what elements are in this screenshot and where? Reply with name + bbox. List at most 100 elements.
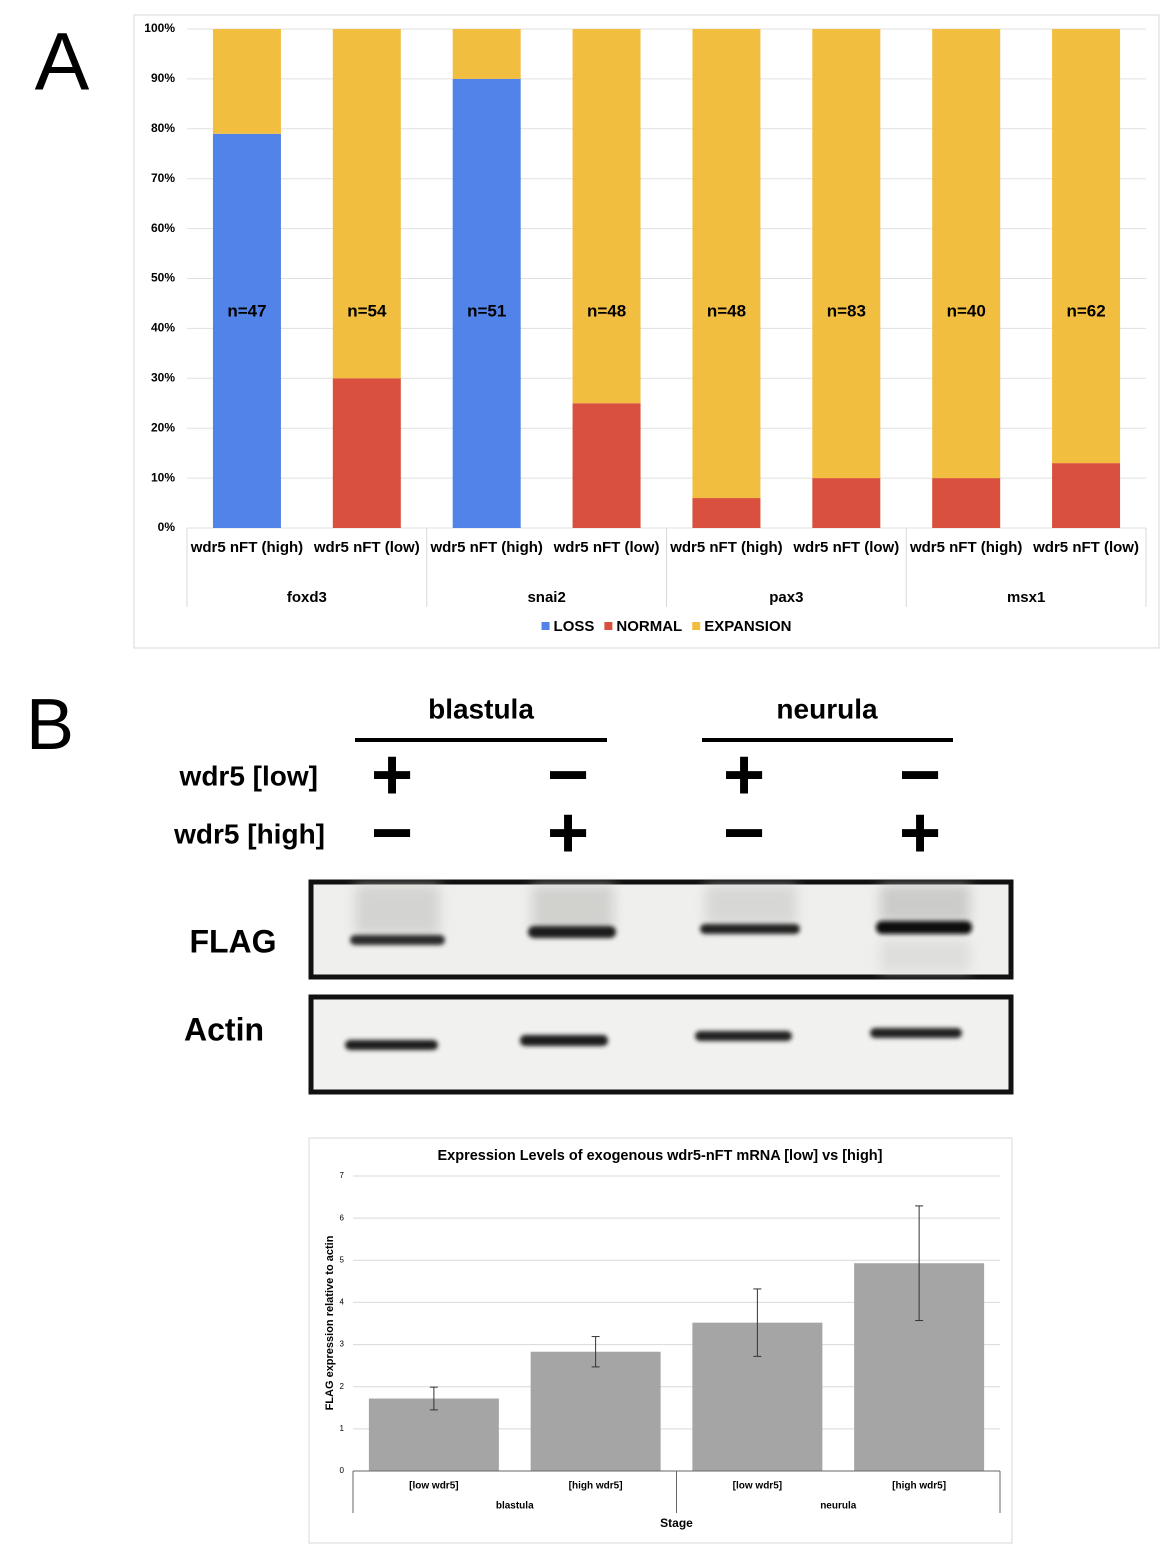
x-tick-label-box: wdr5 nFT (low) <box>793 539 900 556</box>
condition-sign: − <box>723 793 765 873</box>
condition-label: wdr5 [low] <box>179 760 318 791</box>
x-tick-label: [high wdr5] <box>892 1481 946 1492</box>
x-tick-label: wdr5 nFT (high) <box>909 539 1023 556</box>
x-tick-label: wdr5 nFT (low) <box>793 539 900 556</box>
x-tick-label-box: wdr5 nFT (high) <box>190 539 304 556</box>
y-tick-label: 40% <box>151 321 175 335</box>
legend-label: EXPANSION <box>704 618 791 635</box>
condition-sign: + <box>547 793 589 873</box>
y-axis-label: FLAG expression relative to actin <box>324 1235 336 1410</box>
condition-label: wdr5 [high] <box>173 818 325 849</box>
y-tick-label: 90% <box>151 71 175 85</box>
error-bar <box>753 1288 762 1357</box>
y-tick-label: 100% <box>144 21 175 35</box>
legend-swatch <box>541 622 550 630</box>
annotation: n=48 <box>707 301 746 320</box>
y-tick-label: 6 <box>340 1213 345 1222</box>
chart-b-frame <box>308 1137 1013 1544</box>
condition-sign: − <box>547 735 589 815</box>
stage-label: blastula <box>428 693 534 724</box>
legend-label: NORMAL <box>616 618 682 635</box>
x-tick-label: wdr5 nFT (high) <box>430 539 543 556</box>
annotation: n=54 <box>347 301 387 320</box>
bar-segment <box>692 29 761 499</box>
x-tick-label-box: wdr5 nFT (high) <box>430 539 543 556</box>
bar-segment <box>452 29 521 79</box>
group-label: pax3 <box>769 589 803 606</box>
y-tick-label: 5 <box>340 1255 345 1264</box>
group-label: neurula <box>820 1501 857 1512</box>
bar-segment <box>332 29 401 379</box>
x-tick-label: wdr5 nFT (low) <box>1033 539 1139 556</box>
annotation: n=62 <box>1066 301 1105 320</box>
annotation: n=40 <box>947 301 986 320</box>
group-label: msx1 <box>1007 589 1045 606</box>
bar-segment <box>452 78 521 529</box>
bar-segment <box>212 29 281 134</box>
legend-swatch <box>692 622 701 630</box>
annotation: n=48 <box>587 301 626 320</box>
bar-segment <box>1052 29 1121 464</box>
y-tick-label: 20% <box>151 420 175 434</box>
x-tick-label: wdr5 nFT (low) <box>313 539 420 556</box>
annotation: n=47 <box>227 301 266 320</box>
bar-segment <box>332 378 401 528</box>
panel-label: A <box>35 17 90 108</box>
bar-segment <box>692 498 761 528</box>
bar-segment <box>1052 463 1121 528</box>
bar-segment <box>572 403 641 528</box>
y-tick-label: 80% <box>151 121 175 135</box>
bar-segment <box>812 29 881 479</box>
blot-row-label: Actin <box>184 1011 264 1047</box>
group-label: snai2 <box>527 589 565 606</box>
x-axis-label: Stage <box>660 1516 693 1530</box>
chart-title: Expression Levels of exogenous wdr5-nFT … <box>438 1148 883 1164</box>
y-tick-label: 4 <box>340 1298 345 1307</box>
y-tick-label: 2 <box>340 1382 345 1391</box>
condition-sign: + <box>723 735 765 815</box>
y-tick-label: 1 <box>340 1424 345 1433</box>
x-tick-label: [low wdr5] <box>733 1481 782 1492</box>
x-tick-label: [low wdr5] <box>409 1481 458 1492</box>
x-tick-label: wdr5 nFT (high) <box>190 539 304 556</box>
bar-segment <box>932 478 1001 528</box>
bar-segment <box>932 29 1001 479</box>
y-tick-label: 0 <box>340 1466 345 1475</box>
x-tick-label-box: wdr5 nFT (low) <box>554 539 660 556</box>
group-label: blastula <box>496 1501 534 1512</box>
error-bar <box>429 1386 438 1411</box>
y-tick-label: 60% <box>151 221 175 235</box>
condition-sign: − <box>899 735 941 815</box>
condition-sign: + <box>371 735 413 815</box>
annotation: n=83 <box>827 301 866 320</box>
y-tick-label: 50% <box>151 271 175 285</box>
blot-bands <box>345 921 972 1050</box>
x-tick-label-box: wdr5 nFT (low) <box>1033 539 1139 556</box>
x-tick-label-box: wdr5 nFT (high) <box>670 539 782 556</box>
y-tick-label: 10% <box>151 470 175 484</box>
y-tick-label: 30% <box>151 370 175 384</box>
panel-a-frame <box>133 14 1160 649</box>
y-tick-label: 0% <box>158 520 176 534</box>
blot-smears <box>355 885 970 972</box>
x-tick-label: [high wdr5] <box>569 1481 623 1492</box>
condition-sign: − <box>371 793 413 873</box>
condition-sign: + <box>899 793 941 873</box>
legend-label: LOSS <box>554 618 595 635</box>
bar-segment <box>812 478 881 528</box>
group-label: foxd3 <box>287 589 327 606</box>
x-tick-label-box: wdr5 nFT (high) <box>909 539 1023 556</box>
bar <box>368 1398 499 1471</box>
y-tick-label: 3 <box>340 1340 345 1349</box>
annotation: n=51 <box>467 301 506 320</box>
y-tick-label: 7 <box>340 1171 345 1180</box>
legend-swatch <box>604 622 613 630</box>
error-bar <box>591 1336 600 1368</box>
panel-label: B <box>26 685 74 765</box>
bar-segment <box>212 133 281 529</box>
bar <box>530 1351 661 1471</box>
bar-segment <box>572 29 641 404</box>
stage-label: neurula <box>776 693 878 724</box>
blot-row-label: FLAG <box>189 923 276 959</box>
